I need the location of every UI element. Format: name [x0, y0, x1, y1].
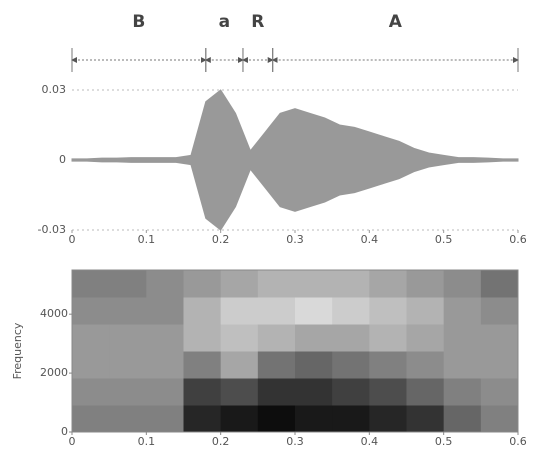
spectrogram-cell [257, 297, 296, 325]
spectrogram-cell [332, 351, 370, 379]
spectrogram-cell [146, 378, 184, 406]
spectrogram-cell [369, 270, 407, 298]
x-tick-label: 0.5 [435, 233, 453, 246]
spectrogram-cell [295, 405, 333, 433]
spectrogram-cell [332, 378, 370, 406]
spectrogram-cell [480, 324, 519, 352]
x-tick-label: 0.6 [509, 233, 527, 246]
x-tick-label: 0.2 [212, 435, 230, 448]
x-tick-label: 0.6 [509, 435, 527, 448]
spectrogram-cell [72, 351, 110, 379]
spectrogram-cell [109, 405, 147, 433]
x-tick-label: 0.5 [435, 435, 453, 448]
spectrogram-cell [369, 378, 407, 406]
spectrogram-cell [443, 405, 482, 433]
spectrogram-cell [146, 297, 184, 325]
spectrogram-cell [257, 270, 296, 298]
spectrogram-cell [480, 378, 519, 406]
spectrogram-cell [406, 270, 445, 298]
segment-label: B [132, 12, 145, 32]
spectrogram-cell [369, 297, 407, 325]
y-tick-label: 0 [61, 425, 68, 438]
spectrogram-cell [295, 270, 333, 298]
spectrogram-cell [480, 405, 519, 433]
spectrogram-cell [72, 378, 110, 406]
spectrogram-cell [443, 351, 482, 379]
spectrogram-cell [480, 270, 519, 298]
spectrogram-cell [406, 378, 445, 406]
spectrogram-cell [146, 270, 184, 298]
spectrogram-cell [183, 405, 222, 433]
x-tick-label: 0.1 [138, 435, 156, 448]
spectrogram-cell [220, 324, 259, 352]
segment-label: R [251, 12, 264, 32]
segment-label: A [389, 12, 403, 32]
spectrogram-cell [183, 324, 222, 352]
spectrogram-cell [332, 297, 370, 325]
spectrogram-cell [220, 270, 259, 298]
spectrogram-cell [109, 297, 147, 325]
y-tick-label: 4000 [40, 307, 68, 320]
spectrogram-cell [369, 351, 407, 379]
spectrogram-cell [480, 351, 519, 379]
spectrogram-cell [257, 351, 296, 379]
spectrogram-cell [146, 405, 184, 433]
spectrogram-cell [443, 378, 482, 406]
y-tick-label: 0 [59, 153, 66, 166]
spectrogram-cell [257, 324, 296, 352]
spectrogram-cell [369, 324, 407, 352]
spectrogram-cell [183, 270, 222, 298]
spectrogram-cell [183, 378, 222, 406]
x-tick-label: 0.4 [361, 435, 379, 448]
y-tick-label: 2000 [40, 366, 68, 379]
x-tick-label: 0.3 [286, 233, 304, 246]
spectrogram-cell [146, 324, 184, 352]
spectrogram-cell [109, 324, 147, 352]
segment-label: a [219, 12, 230, 32]
spectrogram-cell [220, 405, 259, 433]
spectrogram-cell [257, 378, 296, 406]
spectrogram-cell [183, 297, 222, 325]
spectrogram-cell [295, 324, 333, 352]
x-tick-label: 0 [69, 233, 76, 246]
spectrogram-cell [146, 351, 184, 379]
spectrogram-cell [72, 270, 110, 298]
spectrogram-cell [295, 297, 333, 325]
x-tick-label: 0.2 [212, 233, 230, 246]
x-tick-label: 0.1 [138, 233, 156, 246]
spectrogram-cell [220, 351, 259, 379]
y-tick-label: 0.03 [42, 83, 67, 96]
spectrogram-cell [72, 297, 110, 325]
spectrogram-cell [109, 351, 147, 379]
spectrogram-cell [406, 351, 445, 379]
x-tick-label: 0 [69, 435, 76, 448]
spectrogram-cell [109, 270, 147, 298]
spectrogram-cell [406, 297, 445, 325]
x-tick-label: 0.4 [361, 233, 379, 246]
spectrogram-cell [443, 324, 482, 352]
spectrogram-cell [72, 405, 110, 433]
spectrogram-cell [480, 297, 519, 325]
spectrogram-cell [443, 297, 482, 325]
y-axis-label: Frequency [11, 322, 24, 379]
spectrogram-cell [109, 378, 147, 406]
spectrogram-cell [295, 351, 333, 379]
spectrogram-cell [332, 324, 370, 352]
spectrogram-cell [443, 270, 482, 298]
spectrogram-cell [295, 378, 333, 406]
spectrogram-cell [369, 405, 407, 433]
spectrogram-cell [332, 405, 370, 433]
spectrogram-cell [220, 297, 259, 325]
spectrogram-cell [72, 324, 110, 352]
spectrogram-cell [406, 324, 445, 352]
x-tick-label: 0.3 [286, 435, 304, 448]
waveform-envelope [71, 89, 519, 231]
spectrogram-cell [220, 378, 259, 406]
y-tick-label: -0.03 [38, 223, 66, 236]
spectrogram-cell [257, 405, 296, 433]
spectrogram-cell [406, 405, 445, 433]
spectrogram-cell [332, 270, 370, 298]
spectrogram-cell [183, 351, 222, 379]
